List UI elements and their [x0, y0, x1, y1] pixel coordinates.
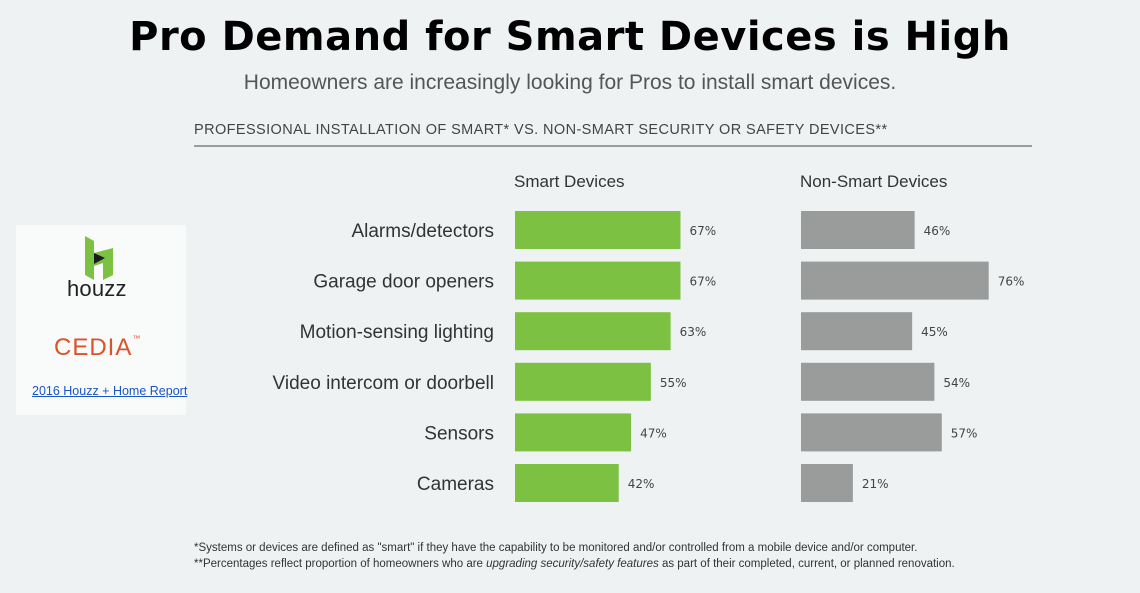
- bar-smart: [515, 211, 681, 249]
- category-label: Motion-sensing lighting: [300, 322, 494, 343]
- series-header-smart: Smart Devices: [514, 172, 625, 191]
- bar-non-smart: [801, 261, 989, 300]
- category-label: Alarms/detectors: [351, 221, 494, 242]
- footnote-2-post: as part of their completed, current, or …: [658, 558, 955, 570]
- page-title: Pro Demand for Smart Devices is High: [129, 14, 1011, 60]
- bar-non-smart: [801, 464, 853, 502]
- bar-smart: [515, 312, 671, 351]
- data-label: 21%: [862, 477, 889, 491]
- data-label: 67%: [689, 224, 716, 238]
- bar-non-smart: [801, 413, 942, 452]
- houzz-logo-text: houzz: [67, 276, 127, 301]
- data-label: 45%: [921, 325, 948, 339]
- houzz-logo-icon: [85, 236, 113, 280]
- bar-non-smart: [801, 211, 915, 249]
- data-label: 55%: [660, 376, 687, 390]
- cedia-logo-text: CEDIA: [54, 334, 133, 361]
- data-label: 76%: [998, 275, 1025, 289]
- data-label: 57%: [951, 426, 978, 440]
- series-header-non-smart: Non-Smart Devices: [800, 172, 948, 191]
- chart-title: PROFESSIONAL INSTALLATION OF SMART* VS. …: [194, 122, 888, 138]
- category-label: Video intercom or doorbell: [273, 373, 494, 394]
- footnote-2-emphasis: upgrading security/safety features: [486, 558, 659, 570]
- category-label: Cameras: [417, 474, 494, 495]
- footnote-2-pre: **Percentages reflect proportion of home…: [194, 558, 487, 570]
- footnote-2: **Percentages reflect proportion of home…: [194, 558, 955, 570]
- divider: [194, 145, 1032, 147]
- data-label: 47%: [640, 426, 667, 440]
- report-link[interactable]: 2016 Houzz + Home Report: [32, 384, 188, 398]
- bar-non-smart: [801, 362, 935, 401]
- bar-smart: [515, 362, 651, 401]
- data-label: 67%: [689, 275, 716, 289]
- page-subtitle: Homeowners are increasingly looking for …: [243, 71, 897, 94]
- bar-smart: [515, 464, 619, 502]
- bar-non-smart: [801, 312, 913, 351]
- category-label: Sensors: [424, 423, 494, 444]
- bar-smart: [515, 261, 681, 300]
- data-label: 46%: [924, 224, 951, 238]
- data-label: 42%: [628, 477, 655, 491]
- cedia-logo: CEDIA™: [54, 334, 142, 361]
- data-label: 63%: [680, 325, 707, 339]
- data-label: 54%: [943, 376, 970, 390]
- bar-smart: [515, 413, 632, 452]
- footnote-1: *Systems or devices are defined as "smar…: [194, 542, 918, 554]
- category-label: Garage door openers: [313, 272, 494, 293]
